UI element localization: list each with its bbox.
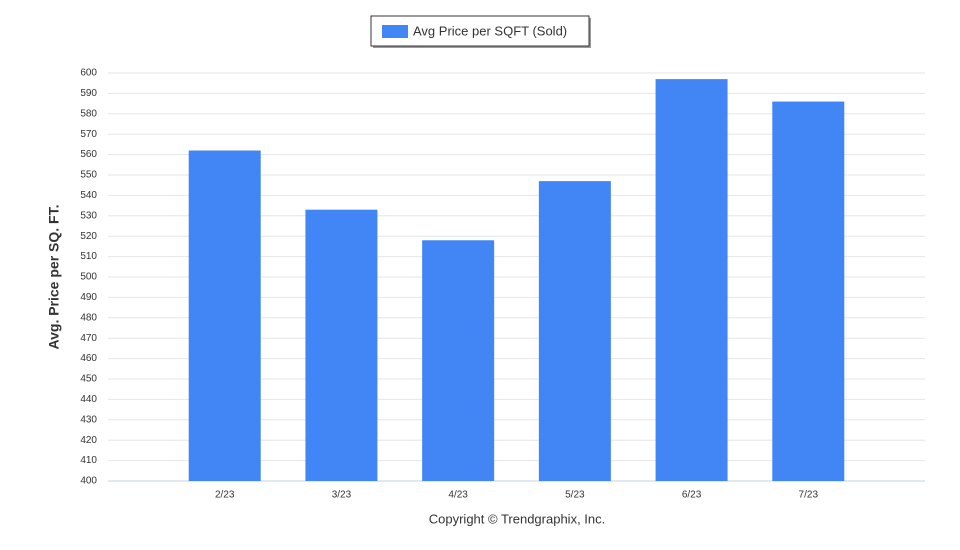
bar	[422, 240, 495, 481]
bar	[538, 181, 611, 481]
y-tick-label: 480	[80, 312, 97, 323]
y-axis-title: Avg. Price per SQ. FT.	[46, 205, 62, 350]
y-tick-label: 460	[80, 353, 97, 364]
y-tick-label: 560	[80, 149, 97, 160]
y-tick-label: 440	[80, 394, 97, 405]
y-tick-label: 500	[80, 272, 97, 283]
y-tick-label: 540	[80, 190, 97, 201]
x-tick-label: 2/23	[215, 490, 235, 501]
y-tick-label: 410	[80, 455, 97, 466]
bar	[188, 150, 261, 481]
y-tick-label: 450	[80, 374, 97, 385]
y-tick-label: 580	[80, 108, 97, 119]
y-tick-label: 490	[80, 292, 97, 303]
bar	[655, 79, 728, 482]
y-tick-label: 600	[80, 68, 97, 79]
y-tick-label: 520	[80, 231, 97, 242]
y-tick-label: 510	[80, 251, 97, 262]
x-tick-label: 3/23	[332, 490, 352, 501]
x-tick-label: 5/23	[565, 490, 585, 501]
y-tick-label: 420	[80, 435, 97, 446]
x-tick-label: 6/23	[682, 490, 702, 501]
y-tick-label: 530	[80, 210, 97, 221]
credit: Copyright © Trendgraphix, Inc.	[429, 511, 606, 526]
legend-label: Avg Price per SQFT (Sold)	[413, 23, 567, 38]
y-tick-label: 430	[80, 414, 97, 425]
y-tick-label: 550	[80, 170, 97, 181]
y-tick-label: 590	[80, 88, 97, 99]
x-tick-label: 7/23	[799, 490, 819, 501]
legend-swatch	[382, 25, 408, 38]
bar	[772, 101, 845, 481]
bar	[305, 209, 378, 481]
y-tick-label: 400	[80, 476, 97, 487]
y-tick-label: 570	[80, 129, 97, 140]
x-tick-label: 4/23	[448, 490, 468, 501]
y-tick-label: 470	[80, 333, 97, 344]
